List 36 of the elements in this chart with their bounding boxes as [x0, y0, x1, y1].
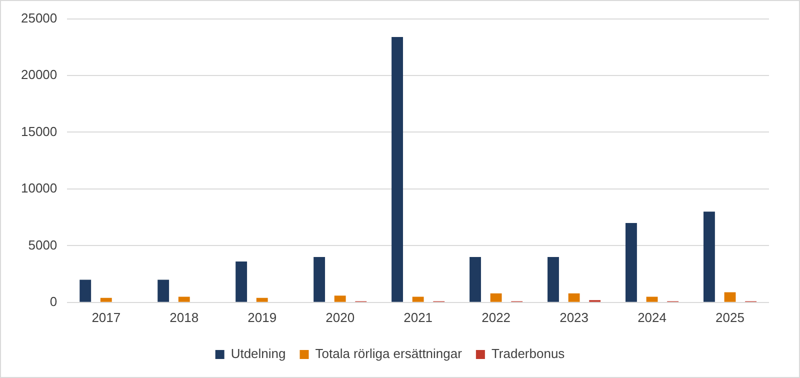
y-tick-label: 20000 — [20, 67, 58, 82]
bar — [80, 280, 92, 302]
bar — [470, 257, 481, 302]
bar — [392, 36, 403, 302]
y-tick-label: 25000 — [20, 10, 58, 26]
x-tick-label: 2024 — [638, 310, 666, 325]
y-tick-label: 5000 — [28, 237, 58, 252]
x-tick-label: 2017 — [92, 310, 121, 325]
bar — [548, 257, 559, 302]
bar — [256, 298, 268, 302]
legend-label: Traderbonus — [491, 346, 566, 362]
legend-label: Utdelning — [230, 346, 286, 362]
bar — [724, 292, 736, 302]
bar — [412, 296, 424, 302]
bar — [626, 222, 637, 302]
x-tick-label: 2022 — [482, 310, 511, 325]
bar — [236, 262, 248, 302]
bar — [178, 296, 190, 302]
legend-label: Totala rörliga ersättningar — [315, 346, 463, 362]
bar — [334, 296, 346, 302]
bar — [568, 293, 580, 302]
bar — [100, 298, 112, 302]
y-tick-label: 10000 — [20, 180, 58, 196]
x-tick-label: 2020 — [326, 310, 355, 325]
x-tick-label: 2018 — [170, 310, 199, 325]
bar — [646, 296, 658, 302]
x-tick-label: 2019 — [248, 310, 277, 325]
bar — [490, 293, 502, 302]
y-tick-label: 0 — [50, 294, 58, 309]
bar — [703, 212, 715, 302]
bar — [158, 280, 170, 302]
y-tick-label: 15000 — [20, 124, 58, 139]
x-tick-label: 2023 — [560, 310, 589, 325]
x-tick-label: 2021 — [404, 310, 433, 325]
x-tick-label: 2025 — [716, 310, 744, 325]
bar — [314, 257, 326, 302]
